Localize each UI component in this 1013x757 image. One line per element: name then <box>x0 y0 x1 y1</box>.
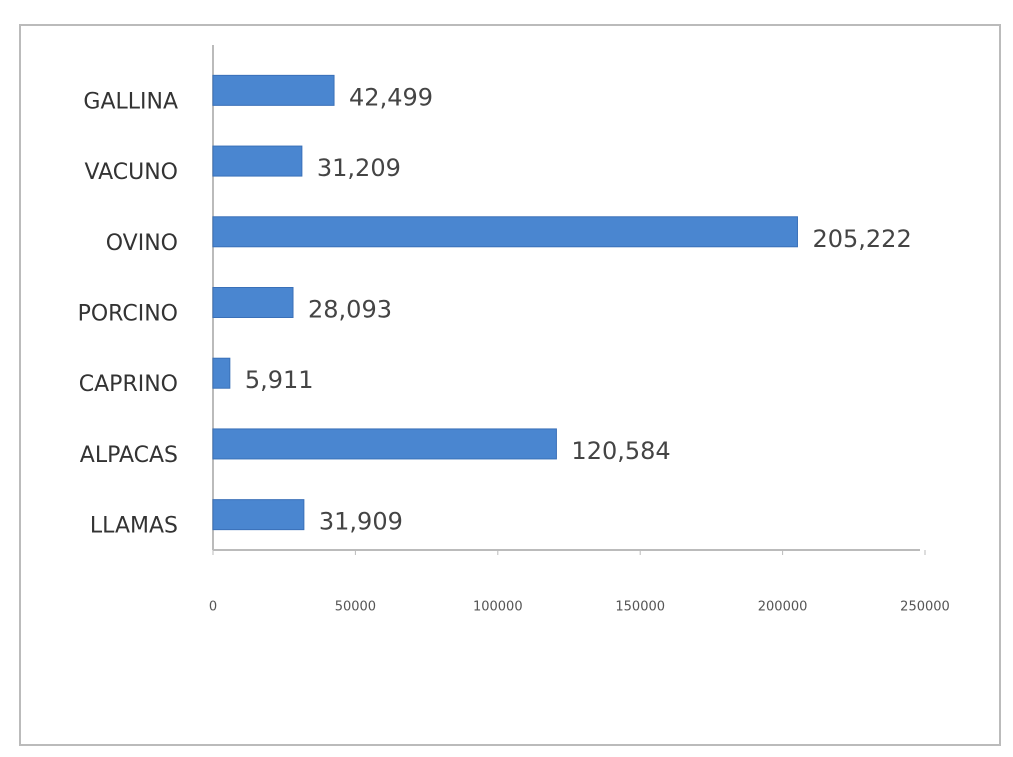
x-tick-label: 200000 <box>758 600 808 615</box>
y-tick-label: PORCINO <box>78 302 178 327</box>
y-tick-label: OVINO <box>106 231 178 256</box>
bar <box>212 74 335 106</box>
x-tick-label: 100000 <box>473 600 523 615</box>
bar <box>212 145 303 177</box>
y-tick-label: VACUNO <box>84 160 178 185</box>
data-label: 42,499 <box>349 83 433 111</box>
data-label: 31,909 <box>319 508 403 536</box>
bar <box>212 216 798 248</box>
data-label: 5,911 <box>245 366 314 394</box>
y-tick-label: GALLINA <box>83 89 178 114</box>
x-tick-label: 150000 <box>615 600 665 615</box>
x-tick-label: 250000 <box>900 600 950 615</box>
y-tick-label: ALPACAS <box>80 443 178 468</box>
data-label: 28,093 <box>308 296 392 324</box>
chart-border <box>19 24 1001 746</box>
x-tick-label: 0 <box>209 600 217 615</box>
x-tick-label: 50000 <box>335 600 376 615</box>
data-label: 120,584 <box>571 437 670 465</box>
y-tick-label: CAPRINO <box>79 372 178 397</box>
bar <box>212 499 305 531</box>
bar <box>212 287 294 318</box>
data-label: 31,209 <box>317 154 401 182</box>
data-label: 205,222 <box>812 225 911 253</box>
bar <box>212 357 231 389</box>
y-tick-label: LLAMAS <box>90 514 178 539</box>
bar <box>212 428 557 460</box>
